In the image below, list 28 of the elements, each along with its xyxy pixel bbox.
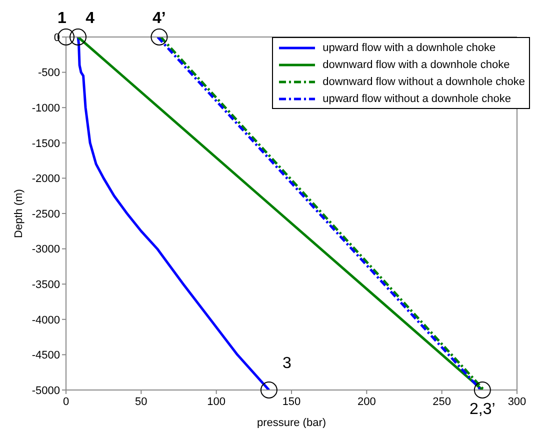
y-tick-label: -3500	[32, 279, 60, 292]
legend-label: downward flow with a downhole choke	[322, 58, 510, 70]
x-tick-label: 100	[207, 396, 226, 408]
x-axis-title: pressure (bar)	[256, 417, 326, 429]
annotation: 3	[282, 355, 292, 372]
annotation: 4	[86, 10, 95, 27]
y-axis-title: Depth (m)	[12, 189, 25, 238]
legend-label: upward flow with a downhole choke	[322, 42, 496, 54]
y-tick-label: -4500	[32, 350, 60, 362]
y-tick-label: -2000	[32, 173, 60, 186]
legend-label: downward flow without a downhole choke	[322, 76, 525, 88]
y-tick-label: -5000	[32, 384, 60, 397]
x-tick-label: 150	[282, 396, 301, 408]
y-tick-label: -4000	[32, 314, 60, 326]
x-tick-label: 50	[135, 396, 148, 408]
annotation: 1	[58, 10, 67, 27]
legend-label: upward flow without a downhole choke	[322, 92, 511, 104]
x-tick-label: 200	[357, 396, 376, 408]
x-tick-label: 0	[62, 396, 70, 408]
y-tick-label: -3000	[32, 244, 60, 256]
y-tick-label: -1500	[32, 138, 60, 150]
x-tick-label: 250	[432, 396, 452, 408]
x-tick-label: 300	[508, 396, 526, 408]
y-tick-label: -500	[38, 67, 60, 80]
y-tick-label: -1000	[32, 102, 60, 115]
annotation: 4’	[152, 10, 166, 27]
y-tick-label: -2500	[32, 208, 60, 220]
annotation: 2,3’	[470, 401, 496, 418]
